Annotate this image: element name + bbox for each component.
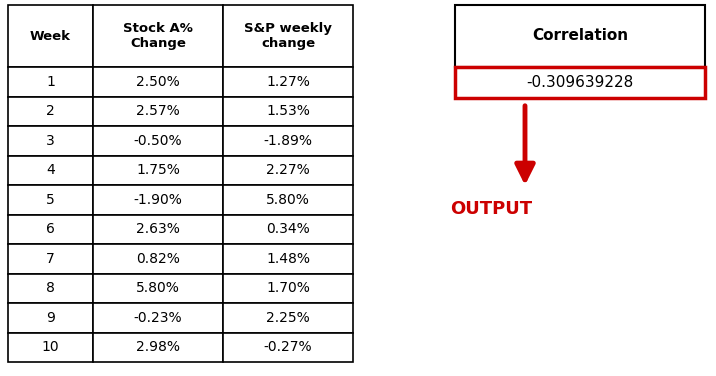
Bar <box>223 244 353 273</box>
Text: 10: 10 <box>42 340 59 354</box>
Text: 2.98%: 2.98% <box>136 340 180 354</box>
Text: 2.25%: 2.25% <box>266 311 310 325</box>
Bar <box>93 5 223 67</box>
Bar <box>93 273 223 303</box>
Text: 5.80%: 5.80% <box>266 193 310 207</box>
Text: 1.48%: 1.48% <box>266 252 310 266</box>
Text: 5.80%: 5.80% <box>136 281 180 295</box>
Text: 5: 5 <box>46 193 55 207</box>
Text: 1.70%: 1.70% <box>266 281 310 295</box>
Text: Week: Week <box>30 29 71 42</box>
Bar <box>223 5 353 67</box>
Bar <box>8 156 93 185</box>
Text: 1.53%: 1.53% <box>266 104 310 118</box>
Text: -0.23%: -0.23% <box>134 311 183 325</box>
Bar <box>223 156 353 185</box>
Text: 9: 9 <box>46 311 55 325</box>
Bar <box>93 244 223 273</box>
Text: Stock A%
Change: Stock A% Change <box>123 22 193 50</box>
Bar <box>455 67 705 98</box>
Bar <box>8 126 93 156</box>
Bar <box>8 97 93 126</box>
Text: 2.27%: 2.27% <box>266 163 310 177</box>
Bar <box>8 67 93 97</box>
Text: 1.27%: 1.27% <box>266 75 310 89</box>
Text: -1.89%: -1.89% <box>263 134 312 148</box>
Bar <box>93 67 223 97</box>
Bar <box>223 332 353 362</box>
Bar <box>93 126 223 156</box>
Text: 3: 3 <box>46 134 55 148</box>
Bar <box>8 5 93 67</box>
Text: 8: 8 <box>46 281 55 295</box>
Text: -0.50%: -0.50% <box>134 134 183 148</box>
Text: 4: 4 <box>46 163 55 177</box>
Bar <box>93 156 223 185</box>
Bar <box>8 214 93 244</box>
Text: 1.75%: 1.75% <box>136 163 180 177</box>
Bar <box>93 303 223 332</box>
Bar <box>455 5 705 67</box>
Text: OUTPUT: OUTPUT <box>450 200 532 218</box>
Bar <box>223 126 353 156</box>
Bar <box>8 244 93 273</box>
Text: 0.34%: 0.34% <box>266 222 310 236</box>
Bar <box>93 185 223 214</box>
Text: 7: 7 <box>46 252 55 266</box>
Bar <box>223 185 353 214</box>
Bar <box>223 67 353 97</box>
Bar <box>8 332 93 362</box>
Text: 2: 2 <box>46 104 55 118</box>
Text: 6: 6 <box>46 222 55 236</box>
Bar <box>223 273 353 303</box>
Text: 2.50%: 2.50% <box>136 75 180 89</box>
Text: S&P weekly
change: S&P weekly change <box>244 22 332 50</box>
Bar <box>93 332 223 362</box>
Bar <box>93 214 223 244</box>
Text: 2.57%: 2.57% <box>136 104 180 118</box>
Text: 0.82%: 0.82% <box>136 252 180 266</box>
Bar <box>8 273 93 303</box>
Bar <box>223 97 353 126</box>
Bar <box>223 303 353 332</box>
Bar <box>93 97 223 126</box>
Bar <box>8 303 93 332</box>
Text: -1.90%: -1.90% <box>134 193 183 207</box>
Bar <box>223 214 353 244</box>
Text: 2.63%: 2.63% <box>136 222 180 236</box>
Text: -0.309639228: -0.309639228 <box>526 75 634 90</box>
Text: -0.27%: -0.27% <box>263 340 312 354</box>
Text: Correlation: Correlation <box>532 29 628 44</box>
Bar <box>8 185 93 214</box>
Text: 1: 1 <box>46 75 55 89</box>
